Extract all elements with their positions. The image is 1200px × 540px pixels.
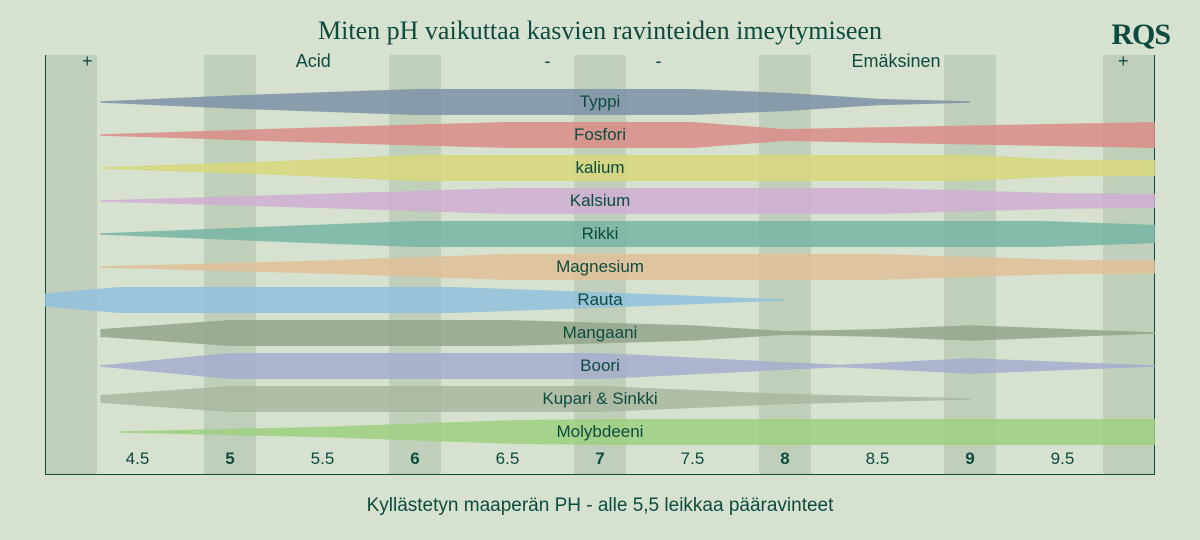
axis-scale-label: -	[545, 51, 551, 72]
axis-scale-label: +	[1118, 51, 1129, 72]
nutrient-label: Kupari & Sinkki	[45, 389, 1155, 409]
x-tick-label: 9	[965, 449, 974, 469]
chart-title: Miten pH vaikuttaa kasvien ravinteiden i…	[0, 16, 1200, 46]
nutrient-label: Kalsium	[45, 191, 1155, 211]
nutrient-label: Typpi	[45, 92, 1155, 112]
nutrient-row: Rauta	[45, 285, 1155, 315]
axis-scale-label: Emäksinen	[851, 51, 940, 72]
axis-scale-label: +	[82, 51, 93, 72]
x-tick-label: 9.5	[1051, 449, 1075, 469]
axis-top-labels: + Acid - - Emäksinen +	[45, 51, 1155, 79]
x-tick-label: 4.5	[126, 449, 150, 469]
nutrient-row: Kupari & Sinkki	[45, 384, 1155, 414]
nutrient-label: Rikki	[45, 224, 1155, 244]
nutrient-row: Magnesium	[45, 252, 1155, 282]
nutrient-label: Molybdeeni	[45, 422, 1155, 442]
nutrient-row: kalium	[45, 153, 1155, 183]
x-tick-label: 8.5	[866, 449, 890, 469]
x-tick-label: 5.5	[311, 449, 335, 469]
nutrient-row: Fosfori	[45, 120, 1155, 150]
x-tick-label: 5	[225, 449, 234, 469]
x-axis-ticks: 4.5 5 5.5 6 6.5 7 7.5 8 8.5 9 9.5	[45, 449, 1155, 473]
x-tick-label: 6	[410, 449, 419, 469]
nutrient-row: Typpi	[45, 87, 1155, 117]
chart-area: +Acid--Emäksinen+ TyppiFosforikaliumKals…	[45, 55, 1155, 475]
chart-caption: Kyllästetyn maaperän PH - alle 5,5 leikk…	[0, 495, 1200, 517]
x-tick-label: 7	[595, 449, 604, 469]
nutrient-label: kalium	[45, 158, 1155, 178]
nutrient-row: Kalsium	[45, 186, 1155, 216]
nutrient-label: Fosfori	[45, 125, 1155, 145]
nutrient-bands: Typpi Fosfori kalium Kalsium Rikki Magnesium R…	[45, 87, 1155, 447]
nutrient-row: Boori	[45, 351, 1155, 381]
nutrient-row: Rikki	[45, 219, 1155, 249]
nutrient-label: Boori	[45, 356, 1155, 376]
x-tick-label: 8	[780, 449, 789, 469]
x-tick-label: 7.5	[681, 449, 705, 469]
nutrient-row: Molybdeeni	[45, 417, 1155, 447]
nutrient-label: Rauta	[45, 290, 1155, 310]
nutrient-label: Mangaani	[45, 323, 1155, 343]
axis-scale-label: Acid	[296, 51, 331, 72]
nutrient-label: Magnesium	[45, 257, 1155, 277]
nutrient-row: Mangaani	[45, 318, 1155, 348]
x-tick-label: 6.5	[496, 449, 520, 469]
axis-scale-label: -	[656, 51, 662, 72]
